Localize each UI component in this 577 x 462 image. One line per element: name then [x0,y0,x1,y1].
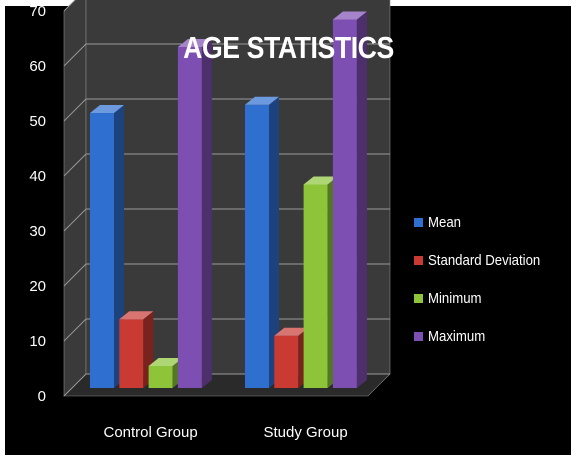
bar-top [148,358,183,366]
legend-swatch-standard-deviation [414,255,423,265]
bar [245,104,269,388]
bar-side [201,39,212,388]
legend-item-minimum: Minimum [414,279,556,317]
bar [90,113,114,388]
bar [148,366,173,388]
bar [332,19,357,388]
y-tick-label: 40 [29,168,46,185]
y-tick-label: 10 [29,333,46,350]
bar [303,184,328,388]
legend-swatch-mean [414,217,423,227]
bar [274,335,299,388]
gridline [63,263,390,287]
bar-top [303,176,338,185]
legend-item-mean: Mean [414,203,556,241]
x-category-label: Control Group [103,424,197,441]
gridline [63,0,76,12]
legend-swatch-minimum [414,293,423,303]
gridline [63,98,390,122]
bar-top [274,327,309,336]
gridline [63,208,390,232]
bar-top [177,39,212,47]
y-tick-label: 0 [38,388,46,405]
bar [119,319,144,388]
bar-top [245,96,279,105]
bar [177,47,202,388]
x-category-label: Study Group [263,424,347,441]
chart-title: AGE STATISTICS [183,30,394,65]
bar-side [269,96,279,388]
y-tick-label: 70 [29,3,46,20]
legend-label-mean: Mean [428,213,462,231]
legend: Mean Standard Deviation Minimum Maximum [414,203,556,355]
bar-top [90,105,124,113]
bar-side [114,105,124,388]
legend-item-maximum: Maximum [414,317,556,355]
bar-top [332,11,367,20]
gridline [63,153,390,177]
gridline [63,318,390,342]
y-tick-label: 20 [29,278,46,295]
gridline [63,43,390,67]
bar-side [356,11,367,388]
legend-item-standard-deviation: Standard Deviation [414,241,556,279]
legend-label-minimum: Minimum [428,289,482,307]
bar-top [119,311,154,320]
legend-swatch-maximum [414,331,423,341]
y-tick-label: 30 [29,223,46,240]
legend-label-maximum: Maximum [428,327,486,345]
legend-label-standard-deviation: Standard Deviation [428,251,541,269]
y-tick-label: 60 [29,58,46,75]
y-tick-label: 50 [29,113,46,130]
